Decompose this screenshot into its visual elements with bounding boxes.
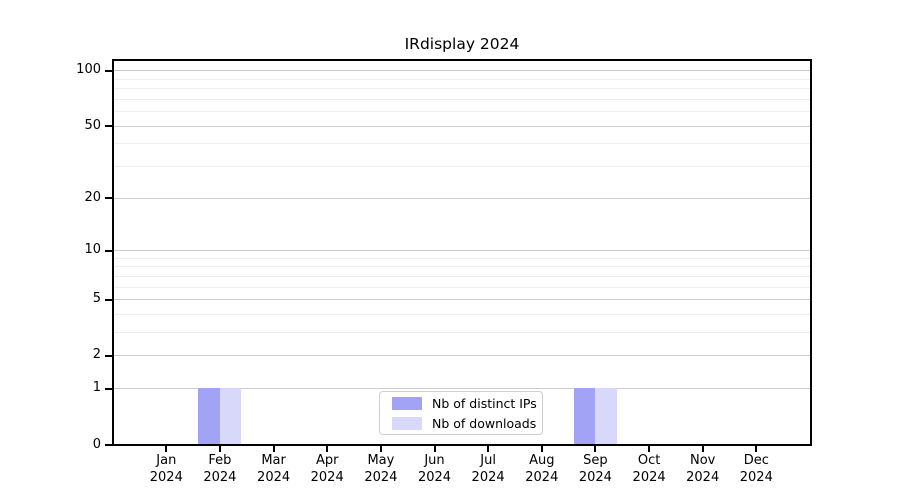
bar-downloads	[595, 388, 617, 444]
y-tick-label: 100	[76, 62, 101, 78]
y-tick-label: 5	[92, 291, 101, 307]
bar-downloads	[219, 388, 242, 444]
legend: Nb of distinct IPs Nb of downloads	[379, 391, 543, 435]
legend-item: Nb of distinct IPs	[392, 396, 542, 411]
minor-gridline	[113, 286, 810, 288]
minor-gridline	[113, 275, 810, 277]
legend-label: Nb of downloads	[432, 415, 537, 431]
major-gridline	[113, 388, 810, 390]
y-tick-label: 20	[84, 189, 101, 205]
x-tick	[755, 446, 758, 452]
minor-gridline	[113, 98, 810, 100]
x-tick-label: Apr 2024	[310, 453, 344, 485]
y-tick	[105, 197, 112, 200]
legend-item: Nb of downloads	[392, 416, 542, 431]
x-tick	[218, 446, 221, 452]
y-tick	[105, 444, 112, 446]
minor-gridline	[113, 111, 810, 113]
x-tick-label: May 2024	[364, 453, 398, 485]
major-gridline	[113, 125, 810, 127]
minor-gridline	[113, 314, 810, 315]
x-tick-label: Oct 2024	[632, 453, 666, 485]
y-tick-label: 10	[84, 242, 101, 257]
major-gridline	[113, 355, 810, 357]
x-axis-spine	[111, 444, 812, 446]
minor-gridline	[113, 143, 810, 145]
y-axis-spine	[111, 59, 114, 446]
minor-gridline	[113, 257, 810, 259]
major-gridline	[113, 299, 810, 301]
x-tick-label: Jun 2024	[417, 453, 452, 485]
x-tick-label: Nov 2024	[686, 453, 720, 485]
y-tick	[105, 125, 112, 128]
y-tick-label: 2	[92, 347, 101, 363]
x-tick-label: Sep 2024	[578, 453, 612, 485]
minor-gridline	[113, 78, 810, 80]
major-gridline	[113, 197, 810, 199]
legend-label: Nb of distinct IPs	[432, 395, 537, 411]
x-tick-label: Dec 2024	[739, 453, 773, 485]
y-tick-label: 1	[92, 380, 101, 396]
y-tick	[105, 387, 112, 390]
x-tick	[379, 446, 382, 452]
legend-swatch-icon	[392, 416, 422, 430]
x-tick	[540, 446, 543, 452]
x-tick	[487, 446, 490, 452]
x-tick-label: Feb 2024	[203, 453, 237, 485]
x-tick-label: Jul 2024	[471, 453, 505, 485]
y-tick	[105, 249, 112, 252]
x-tick	[648, 446, 651, 452]
x-tick-label: Aug 2024	[525, 453, 559, 485]
y-tick	[105, 298, 112, 301]
minor-gridline	[113, 166, 810, 167]
bar-distinct-ips	[198, 388, 220, 444]
x-tick-label: Jan 2024	[149, 453, 183, 485]
y-tick	[105, 354, 112, 357]
x-tick	[326, 446, 329, 452]
y-tick-label: 0	[92, 436, 101, 452]
x-tick-label: Mar 2024	[257, 453, 291, 485]
y-tick	[105, 69, 112, 72]
top-spine	[111, 59, 812, 61]
major-gridline	[113, 250, 810, 251]
major-gridline	[113, 70, 810, 72]
minor-gridline	[113, 88, 810, 90]
x-tick	[272, 446, 275, 452]
x-tick	[594, 446, 597, 452]
legend-swatch-icon	[392, 396, 422, 410]
x-tick	[433, 446, 436, 452]
y-tick-label: 50	[84, 117, 101, 133]
minor-gridline	[113, 266, 810, 268]
chart-title: IRdisplay 2024	[404, 35, 520, 53]
minor-gridline	[113, 332, 810, 334]
x-tick	[165, 446, 168, 452]
bar-distinct-ips	[573, 388, 596, 444]
right-spine	[809, 59, 812, 446]
x-tick	[701, 446, 704, 452]
